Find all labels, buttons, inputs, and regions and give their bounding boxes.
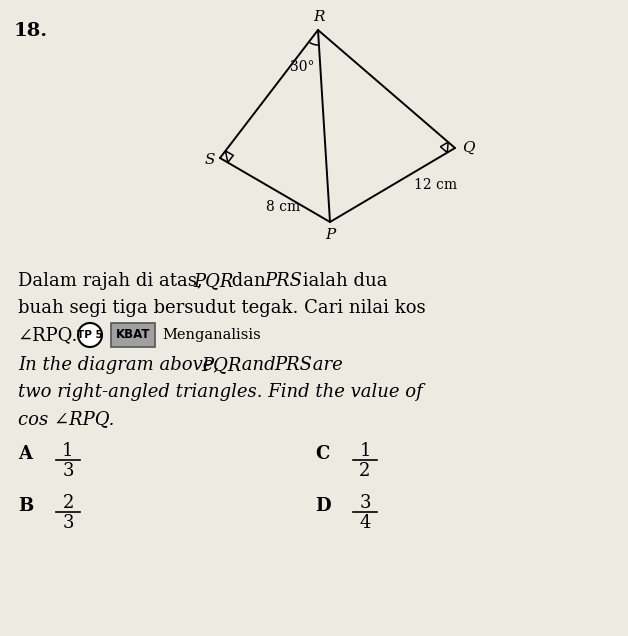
Text: 8 cm: 8 cm (266, 200, 300, 214)
Text: 2: 2 (62, 494, 73, 512)
Text: and: and (236, 356, 281, 374)
Text: dan: dan (226, 272, 271, 290)
Text: ialah dua: ialah dua (297, 272, 387, 290)
Text: Dalam rajah di atas,: Dalam rajah di atas, (18, 272, 208, 290)
Circle shape (78, 323, 102, 347)
Text: PRS: PRS (264, 272, 302, 290)
Text: S: S (205, 153, 215, 167)
Text: 1: 1 (359, 442, 371, 460)
Text: Menganalisis: Menganalisis (162, 328, 261, 342)
Text: two right-angled triangles. Find the value of: two right-angled triangles. Find the val… (18, 383, 423, 401)
Text: buah segi tiga bersudut tegak. Cari nilai kos: buah segi tiga bersudut tegak. Cari nila… (18, 299, 426, 317)
Text: R: R (313, 10, 325, 24)
Text: PRS: PRS (274, 356, 312, 374)
Text: PQR: PQR (193, 272, 234, 290)
Text: A: A (18, 445, 32, 463)
Text: KBAT: KBAT (116, 329, 150, 342)
Text: 4: 4 (359, 514, 371, 532)
Text: D: D (315, 497, 330, 515)
Text: cos ∠RPQ.: cos ∠RPQ. (18, 410, 114, 428)
Text: PQR: PQR (201, 356, 241, 374)
Text: are: are (307, 356, 343, 374)
Text: 3: 3 (359, 494, 371, 512)
Text: 3: 3 (62, 462, 73, 480)
Text: C: C (315, 445, 329, 463)
FancyBboxPatch shape (111, 323, 155, 347)
Text: 2: 2 (359, 462, 371, 480)
Text: TP 5: TP 5 (77, 330, 103, 340)
Text: ∠RPQ.: ∠RPQ. (18, 326, 78, 344)
Text: 30°: 30° (290, 60, 314, 74)
Text: In the diagram above,: In the diagram above, (18, 356, 225, 374)
Text: 12 cm: 12 cm (414, 178, 458, 192)
Text: B: B (18, 497, 33, 515)
Text: Q: Q (462, 141, 475, 155)
Text: 3: 3 (62, 514, 73, 532)
Text: P: P (325, 228, 335, 242)
Text: 18.: 18. (14, 22, 48, 40)
Text: 1: 1 (62, 442, 73, 460)
